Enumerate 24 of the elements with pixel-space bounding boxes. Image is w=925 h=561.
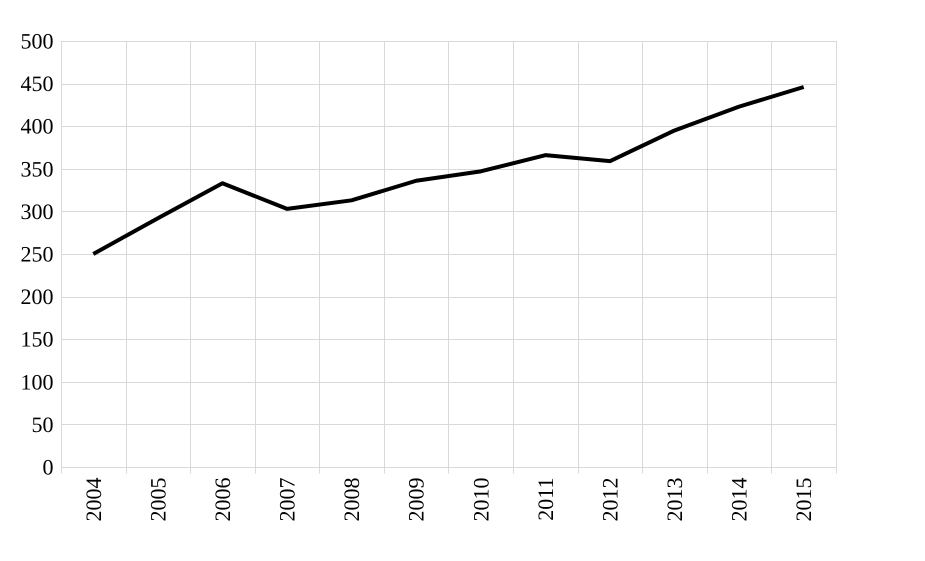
x-tick-label: 2011 — [532, 478, 558, 521]
x-tick-label: 2012 — [597, 478, 622, 522]
y-tick-label: 250 — [20, 242, 54, 266]
y-tick-label: 100 — [20, 369, 54, 394]
line-series — [91, 85, 806, 256]
y-tick-label: 450 — [20, 71, 54, 96]
x-tick-label: 2014 — [726, 478, 752, 522]
x-tick-label: 2008 — [339, 478, 364, 522]
y-tick-label: 350 — [20, 156, 54, 182]
x-tick-label: 2007 — [274, 478, 300, 522]
y-tick-label: 500 — [20, 28, 54, 54]
y-tick-label: 300 — [20, 198, 54, 224]
x-tick-label: 2013 — [662, 478, 688, 522]
y-tick-label: 50 — [32, 412, 54, 437]
y-tick-label: 400 — [20, 114, 54, 139]
y-tick-label: 200 — [20, 284, 54, 310]
x-tick-label: 2005 — [145, 478, 170, 522]
x-tick-label: 2009 — [404, 478, 429, 522]
y-tick-label: 150 — [20, 326, 54, 352]
x-tick-label: 2006 — [210, 478, 235, 522]
x-tick-label: 2015 — [791, 478, 816, 522]
x-tick-label: 2004 — [80, 478, 106, 522]
x-tick-label: 2010 — [468, 478, 494, 522]
y-tick-label: 0 — [42, 454, 54, 480]
